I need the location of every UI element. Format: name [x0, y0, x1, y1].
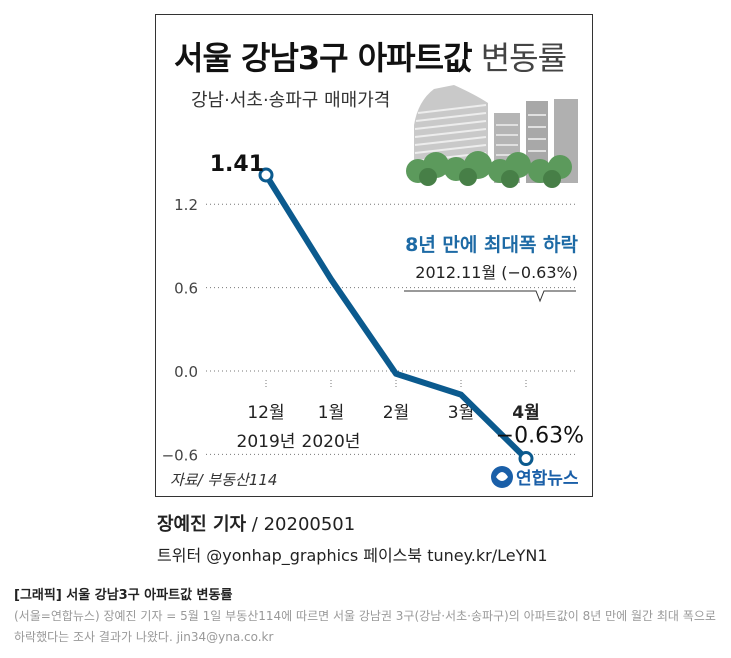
chart-title-main: 서울 강남3구 아파트값 — [174, 39, 473, 77]
y-tick-label: 0.6 — [174, 280, 198, 298]
byline: 장예진 기자 / 20200501 — [157, 510, 355, 536]
chart-canvas: 1.2 0.6 0.0 −0.6 12월 2019년 1월 2020년 2월 3월 4월 8년 만… — [162, 85, 584, 489]
annotation-detail: 2012.11월 (−0.63%) — [415, 263, 578, 282]
publish-date: / 20200501 — [246, 514, 356, 535]
annotation-pointer — [404, 290, 576, 303]
x-tick-label: 12월 — [247, 403, 284, 423]
chart-title-sub: 변동률 — [471, 39, 567, 77]
y-tick-label: 0.0 — [174, 363, 198, 381]
x-tick-label: 3월 — [448, 403, 474, 423]
chart-title: 서울 강남3구 아파트값 변동률 — [174, 33, 567, 79]
chart-subtitle: 강남·서초·송파구 매매가격 — [191, 90, 391, 111]
x-tick-label: 4월 — [512, 403, 539, 423]
yonhap-logo-text: 연합뉴스 — [516, 468, 579, 489]
y-tick-label: 1.2 — [174, 196, 198, 214]
data-point — [258, 167, 274, 183]
data-point — [518, 451, 534, 467]
x-tick-label: 2020년 — [302, 432, 361, 452]
last-value-label: −0.63% — [496, 424, 584, 449]
data-labels: 1.41 −0.63% — [210, 152, 584, 449]
x-tick-label: 1월 — [318, 403, 344, 423]
caption-body: (서울=연합뉴스) 장예진 기자 = 5월 1일 부동산114에 따르면 서울 … — [14, 609, 716, 644]
yonhap-logo: 연합뉴스 — [491, 466, 579, 489]
social-links: 트위터 @yonhap_graphics 페이스북 tuney.kr/LeYN1 — [157, 546, 548, 565]
infographic-card: 서울 강남3구 아파트값 변동률 강남·서초·송파구 매매가격 — [155, 14, 593, 497]
caption-title: [그래픽] 서울 강남3구 아파트값 변동률 — [14, 588, 233, 603]
y-tick-label: −0.6 — [162, 446, 198, 464]
series-line-group — [258, 167, 534, 467]
x-axis-ticks: 12월 2019년 1월 2020년 2월 3월 4월 — [237, 403, 540, 452]
first-value-label: 1.41 — [210, 152, 264, 177]
reporter-name: 장예진 기자 — [157, 514, 247, 535]
x-tick-label: 2월 — [383, 403, 409, 423]
annotation-title: 8년 만에 최대폭 하락 — [405, 234, 578, 256]
annotation-callout: 8년 만에 최대폭 하락 2012.11월 (−0.63%) — [404, 234, 579, 303]
y-axis-ticks: 1.2 0.6 0.0 −0.6 — [162, 196, 198, 464]
x-tick-label: 2019년 — [237, 432, 296, 452]
source-note: 자료/ 부동산114 — [170, 471, 277, 489]
apartment-illustration — [406, 85, 578, 188]
